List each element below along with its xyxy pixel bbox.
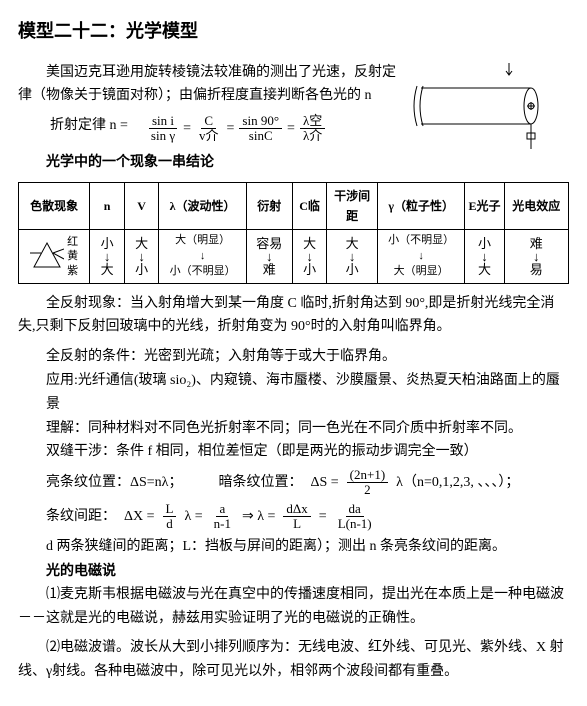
- table-header-row: 色散现象 n V λ（波动性） 衍射 C临 干涉间距 γ（粒子性） E光子 光电…: [19, 182, 569, 230]
- th-dispersion: 色散现象: [19, 182, 90, 230]
- th-interference: 干涉间距: [327, 182, 378, 230]
- cell-v: 大 ↓ 小: [124, 230, 159, 283]
- th-lambda: λ（波动性）: [159, 182, 246, 230]
- p-d-explain: d 两条狭缝间的距离；L：挡板与屏间的距离）；测出 n 条亮条纹间的距离。: [46, 535, 569, 559]
- dark-label: 暗条纹位置：: [218, 471, 302, 495]
- cell-pe: 难 ↓ 易: [504, 230, 569, 283]
- spacing-label: 条纹间距：: [46, 505, 116, 529]
- p-application: 应用:光纤通信(玻璃 sio₂)、内窥镜、海市蜃楼、沙膜蜃景、炎热夏天柏油路面上…: [46, 369, 569, 417]
- refraction-formula: sin isin γ = Cv介 = sin 90°sinC = λ空λ介: [148, 114, 325, 144]
- subheading-phenomena: 光学中的一个现象一串结论: [46, 150, 569, 174]
- heading-em: 光的电磁说: [46, 559, 569, 583]
- p-doubleslit: 双缝干涉：条件 f 相同，相位差恒定（即是两光的振动步调完全一致）: [46, 440, 569, 464]
- cell-e: 小 ↓ 大: [465, 230, 504, 283]
- prism-cell: 红 黄 紫: [19, 230, 90, 283]
- cell-lambda: 大（明显） ↓ 小（不明显）: [159, 230, 246, 283]
- th-v: V: [124, 182, 159, 230]
- bright-dark-line: 亮条纹位置：ΔS=nλ； 暗条纹位置： ΔS = (2n+1)2 λ（n=0,1…: [46, 468, 569, 498]
- p-total-reflection: 全反射现象：当入射角增大到某一角度 C 临时,折射角达到 90°,即是折射光线完…: [18, 292, 569, 340]
- cell-diff: 容易 ↓ 难: [246, 230, 292, 283]
- refraction-formula-row: 折射定律 n = sin isin γ = Cv介 = sin 90°sinC …: [50, 114, 399, 144]
- spacing-line: 条纹间距： ΔX = Ld λ = an-1 ⇒ λ = dΔxL = daL(…: [46, 502, 569, 532]
- cell-c: 大 ↓ 小: [292, 230, 327, 283]
- th-n: n: [90, 182, 125, 230]
- optics-diagram: [409, 61, 569, 151]
- table-data-row: 红 黄 紫 小 ↓ 大 大 ↓ 小 大（明显） ↓ 小（不明显） 容易 ↓ 难 …: [19, 230, 569, 283]
- th-photoelectric: 光电效应: [504, 182, 569, 230]
- p-em2: ⑵电磁波谱。波长从大到小排列顺序为：无线电波、红外线、可见光、紫外线、X 射线、…: [18, 636, 569, 684]
- p-em1: ⑴麦克斯韦根据电磁波与光在真空中的传播速度相同，提出光在本质上是一种电磁波－－这…: [18, 583, 569, 631]
- p-condition: 全反射的条件：光密到光疏；入射角等于或大于临界角。: [46, 345, 569, 369]
- th-c: C临: [292, 182, 327, 230]
- p-understand: 理解：同种材料对不同色光折射率不同；同一色光在不同介质中折射率不同。: [46, 417, 569, 441]
- cell-gamma: 小（不明显） ↓ 大（明显）: [377, 230, 464, 283]
- th-gamma: γ（粒子性）: [377, 182, 464, 230]
- page-title: 模型二十二：光学模型: [18, 16, 569, 47]
- bright-label: 亮条纹位置：ΔS=nλ；: [46, 471, 182, 495]
- cell-n: 小 ↓ 大: [90, 230, 125, 283]
- th-e: E光子: [465, 182, 504, 230]
- th-diffraction: 衍射: [246, 182, 292, 230]
- dispersion-table: 色散现象 n V λ（波动性） 衍射 C临 干涉间距 γ（粒子性） E光子 光电…: [18, 182, 569, 284]
- cell-intf: 大 ↓ 小: [327, 230, 378, 283]
- refraction-label: 折射定律 n =: [50, 114, 128, 138]
- dark-tail: λ（n=0,1,2,3, 、、、）；: [396, 471, 519, 495]
